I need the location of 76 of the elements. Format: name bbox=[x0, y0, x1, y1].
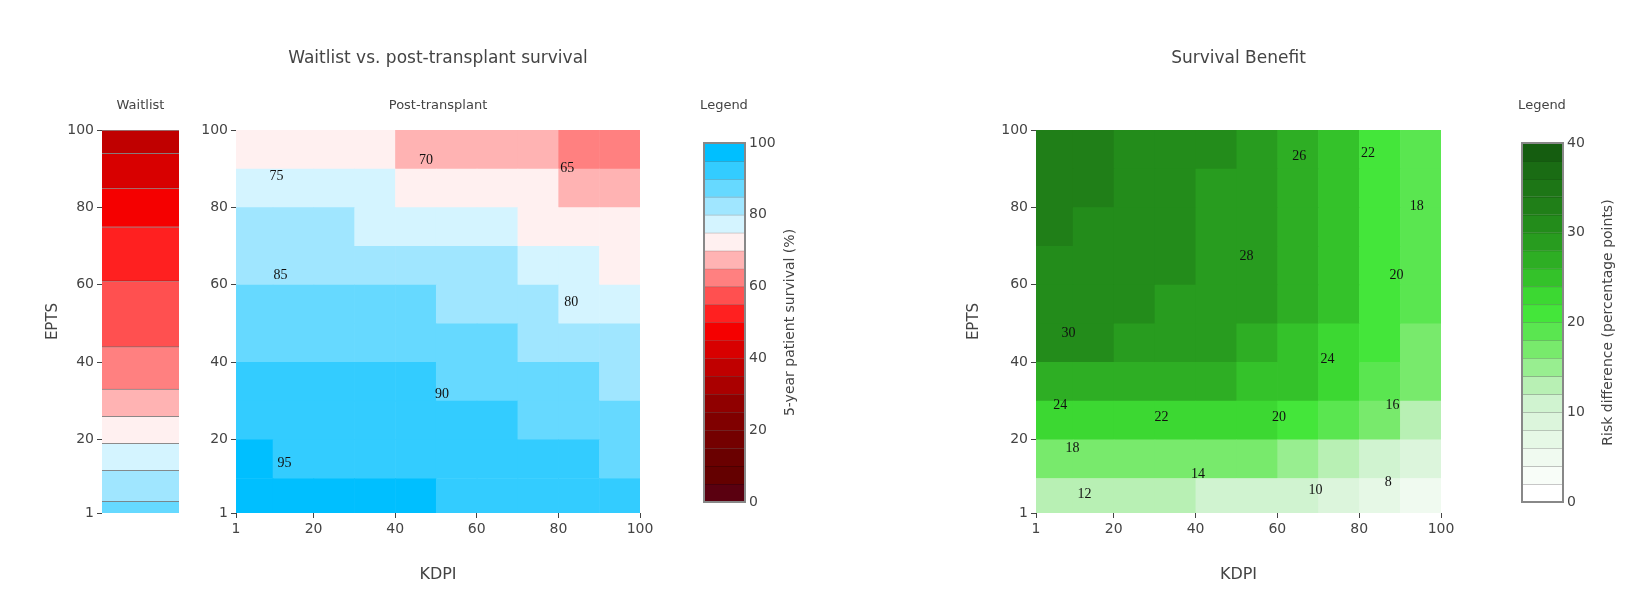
legend-title: Legend bbox=[700, 97, 748, 112]
y-tick-label: 40 bbox=[1010, 352, 1028, 369]
x-tick-label: 1 bbox=[1031, 520, 1041, 537]
y-tick-label: 60 bbox=[76, 275, 94, 292]
x-tick-label: 20 bbox=[304, 520, 323, 537]
y-tick-label: 80 bbox=[210, 198, 228, 215]
annotation: 80 bbox=[564, 294, 579, 310]
color-bar-label: 10 bbox=[1567, 402, 1585, 419]
y-tick-label: 80 bbox=[76, 198, 94, 215]
y-tick-label: 20 bbox=[210, 430, 228, 447]
color-bar-label: 100 bbox=[749, 133, 776, 150]
annotation: 10 bbox=[1308, 481, 1323, 497]
y-tick-label: 80 bbox=[1010, 198, 1028, 215]
x-tick-label: 80 bbox=[1350, 520, 1369, 537]
color-bar-label: 80 bbox=[749, 205, 767, 222]
y-tick-label: 20 bbox=[1010, 430, 1028, 447]
annotation: 22 bbox=[1154, 408, 1169, 424]
x-axis-title: KDPI bbox=[419, 563, 457, 583]
color-bar-label: 0 bbox=[1567, 492, 1576, 509]
annotation: 75 bbox=[269, 167, 284, 183]
y-tick-label: 60 bbox=[1010, 275, 1028, 292]
y-tick-label: 1 bbox=[1019, 503, 1028, 520]
annotation: 90 bbox=[435, 385, 450, 401]
annotation: 14 bbox=[1191, 466, 1205, 482]
annotation: 24 bbox=[1053, 397, 1068, 413]
chart-title: Survival Benefit bbox=[1171, 47, 1306, 67]
y-axis-title: EPTS bbox=[963, 302, 982, 341]
annotation: 85 bbox=[273, 267, 288, 283]
x-tick-label: 100 bbox=[1427, 520, 1455, 537]
annotation: 30 bbox=[1061, 324, 1076, 340]
x-tick-label: 60 bbox=[1268, 520, 1287, 537]
y-axis-title: EPTS bbox=[42, 302, 61, 341]
x-tick-label: 60 bbox=[467, 520, 486, 537]
annotation: 70 bbox=[418, 152, 433, 168]
y-tick-label: 60 bbox=[210, 275, 228, 292]
color-bar-label: 60 bbox=[749, 277, 767, 294]
annotation: 95 bbox=[277, 454, 292, 470]
y-tick-label: 100 bbox=[67, 120, 94, 137]
x-tick-label: 40 bbox=[1186, 520, 1205, 537]
annotation: 18 bbox=[1065, 439, 1080, 455]
annotation: 24 bbox=[1320, 351, 1335, 367]
chart-subtitle: Post-transplant bbox=[388, 97, 488, 112]
y-tick-label: 100 bbox=[1001, 120, 1028, 137]
y-tick-label: 20 bbox=[76, 430, 94, 447]
y-tick-label: 40 bbox=[210, 352, 228, 369]
x-tick-label: 80 bbox=[549, 520, 568, 537]
x-tick-label: 100 bbox=[626, 520, 654, 537]
color-bar-label: 0 bbox=[749, 492, 758, 509]
color-bar-title: Risk difference (percentage points) bbox=[1598, 199, 1615, 446]
annotation: 18 bbox=[1409, 198, 1424, 214]
x-tick-label: 20 bbox=[1104, 520, 1123, 537]
annotation: 20 bbox=[1272, 408, 1286, 424]
y-tick-label: 40 bbox=[76, 352, 94, 369]
chart-title: Waitlist vs. post-transplant survival bbox=[288, 47, 588, 67]
x-tick-label: 1 bbox=[231, 520, 241, 537]
y-tick-label: 100 bbox=[201, 120, 228, 137]
annotation: 16 bbox=[1385, 397, 1400, 413]
annotation: 26 bbox=[1292, 148, 1307, 164]
color-bar-label: 20 bbox=[1567, 313, 1585, 330]
color-bar-label: 20 bbox=[749, 420, 767, 437]
color-bar-label: 40 bbox=[749, 349, 767, 366]
annotation: 8 bbox=[1384, 474, 1392, 490]
annotation: 22 bbox=[1361, 144, 1376, 160]
chart-subtitle: Waitlist bbox=[116, 97, 165, 112]
y-tick-label: 1 bbox=[85, 503, 94, 520]
annotation: 12 bbox=[1077, 485, 1092, 501]
color-bar-title: 5-year patient survival (%) bbox=[780, 228, 797, 417]
annotation: 65 bbox=[560, 159, 575, 175]
color-bar-label: 30 bbox=[1567, 223, 1585, 240]
x-tick-label: 40 bbox=[386, 520, 405, 537]
annotation: 28 bbox=[1239, 248, 1254, 264]
x-axis-title: KDPI bbox=[1219, 563, 1258, 583]
legend-title: Legend bbox=[1518, 97, 1566, 112]
y-tick-label: 1 bbox=[219, 503, 228, 520]
color-bar-label: 40 bbox=[1567, 133, 1585, 150]
annotation: 20 bbox=[1389, 267, 1404, 283]
